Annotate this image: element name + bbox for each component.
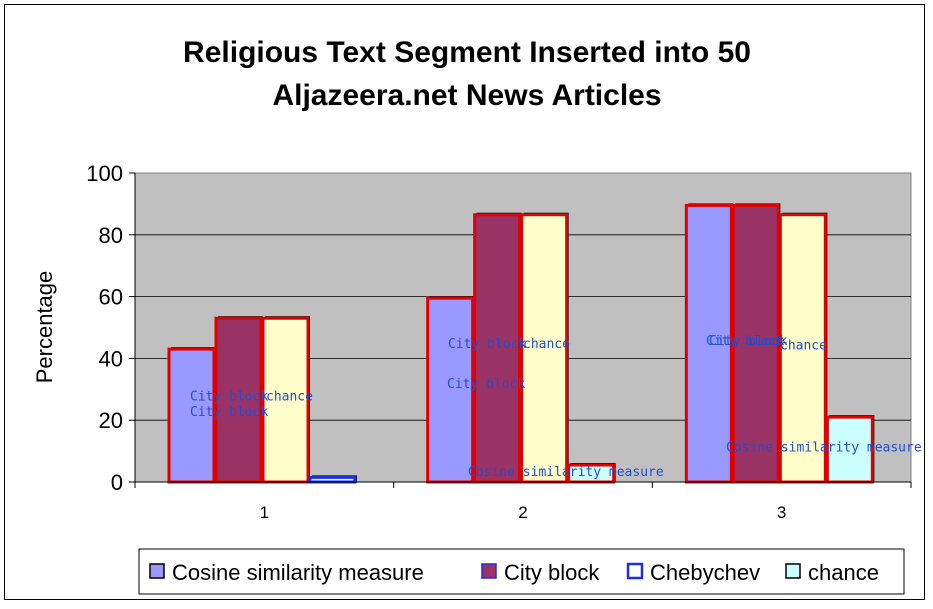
chart-title-line-1: Religious Text Segment Inserted into 50 [183,36,751,69]
bar-cosine-similarity-measure-2 [426,296,475,484]
bar-chance-1 [308,475,357,484]
annotation-chance-3: chance [266,389,313,404]
annotation-city-block-9: City block [709,334,787,349]
chart-title: Religious Text Segment Inserted into 50 … [183,36,751,112]
annotation-city-block-8: City block [706,334,784,349]
legend-box [138,548,905,595]
bar-chebychev-3 [778,213,827,484]
axes [129,172,912,488]
x-tick-label-2: 2 [518,503,527,522]
y-tick-label-20: 20 [99,408,123,433]
x-tick-label-3: 3 [777,503,786,522]
annotation-city-block-2: City block [190,405,268,420]
annotation-cosine-similarity-measure-7: Cosine similarity measure [468,465,664,480]
bar-chebychev-2 [520,213,569,484]
bar-chebychev-1 [261,316,310,484]
tick-labels: 0 20 40 60 80 100 1 2 3 [86,161,786,522]
bars [167,203,875,484]
bar-chance-3 [825,415,874,484]
x-tick-label-1: 1 [260,503,269,522]
legend-swatch-chebychev [626,562,644,580]
legend-label-city-block: City block [504,560,600,585]
y-tick-label-80: 80 [99,223,123,248]
legend-label-chance: chance [808,560,879,585]
legend: Cosine similarity measure City block Cheby… [138,548,905,595]
annotation-city-block-6: City block [447,377,525,392]
annotation-city-block-4: City block [448,337,526,352]
chart-title-line-2: Aljazeera.net News Articles [272,79,661,112]
legend-swatch-chance [785,563,801,579]
annotation-chance-10: chance [780,338,827,353]
annotation-city-block-1: City block [190,389,268,404]
bar-city-block-1 [214,316,263,484]
y-tick-label-40: 40 [99,346,123,371]
bar-city-block-2 [473,213,522,484]
bar-cosine-similarity-measure-3 [684,203,733,484]
annotation-cosine-similarity-measure-11: Cosine similarity measure [726,440,922,455]
bar-cosine-similarity-measure-1 [167,347,216,484]
bar-city-block-3 [731,203,780,484]
legend-swatch-cosine-similarity-measure [149,563,165,579]
legend-label-chebychev: Chebychev [650,560,760,585]
y-axis-title: Percentage [32,271,57,384]
y-tick-label-60: 60 [99,285,123,310]
legend-label-cosine-similarity-measure: Cosine similarity measure [172,560,424,585]
y-tick-label-100: 100 [86,161,123,186]
annotation-chance-5: chance [523,337,570,352]
legend-swatch-city-block [481,563,497,579]
y-tick-label-0: 0 [111,470,123,495]
